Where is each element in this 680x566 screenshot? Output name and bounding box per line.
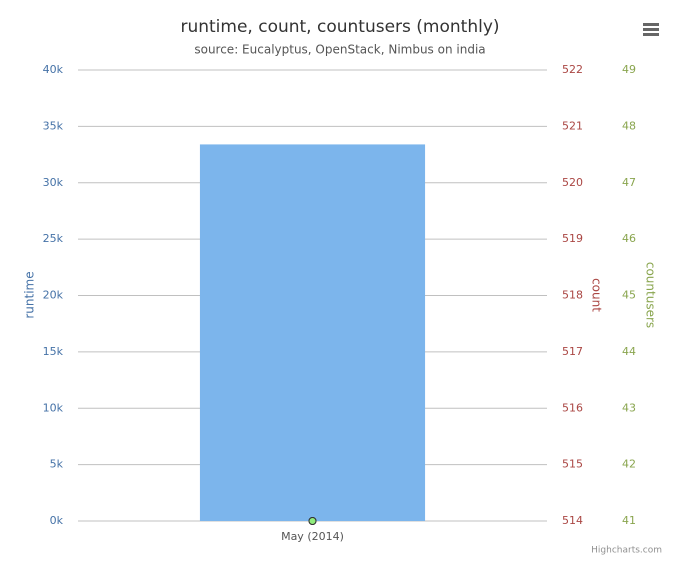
- y3-tick-label: 47: [622, 176, 636, 189]
- y-axis-title: runtime: [23, 271, 37, 318]
- menu-button[interactable]: [640, 18, 662, 40]
- y-tick-label: 15k: [43, 345, 64, 358]
- y2-tick-label: 516: [562, 401, 583, 414]
- y-tick-label: 40k: [43, 63, 64, 76]
- y-tick-label: 30k: [43, 176, 64, 189]
- y-tick-label: 0k: [50, 514, 64, 527]
- chart-subtitle: source: Eucalyptus, OpenStack, Nimbus on…: [194, 43, 485, 57]
- y3-tick-label: 42: [622, 458, 636, 471]
- y-tick-label: 10k: [43, 401, 64, 414]
- point: [308, 517, 317, 525]
- y3-tick-label: 49: [622, 63, 636, 76]
- y3-tick-label: 44: [622, 345, 636, 358]
- credits[interactable]: Highcharts.com: [591, 546, 662, 556]
- y-tick-label: 20k: [43, 289, 64, 302]
- y2-axis-title: count: [590, 278, 604, 312]
- y-tick-label: 25k: [43, 232, 64, 245]
- y2-tick-label: 514: [562, 514, 583, 527]
- chart-title: runtime, count, countusers (monthly): [180, 17, 499, 37]
- x-tick-label: May (2014): [281, 530, 344, 543]
- y2-tick-label: 517: [562, 345, 583, 358]
- y3-tick-label: 46: [622, 232, 636, 245]
- y-tick-label: 35k: [43, 119, 64, 132]
- y2-tick-label: 518: [562, 289, 583, 302]
- y-tick-label: 5k: [50, 458, 64, 471]
- y3-tick-label: 45: [622, 289, 636, 302]
- y2-tick-label: 521: [562, 119, 583, 132]
- y3-tick-label: 41: [622, 514, 636, 527]
- y2-tick-label: 515: [562, 458, 583, 471]
- menu-icon: [643, 23, 659, 36]
- y3-tick-label: 48: [622, 119, 636, 132]
- y2-tick-label: 519: [562, 232, 583, 245]
- y3-axis-title: countusers: [644, 262, 658, 328]
- y2-tick-label: 520: [562, 176, 583, 189]
- y3-tick-label: 43: [622, 401, 636, 414]
- bar: [199, 144, 426, 522]
- y2-tick-label: 522: [562, 63, 583, 76]
